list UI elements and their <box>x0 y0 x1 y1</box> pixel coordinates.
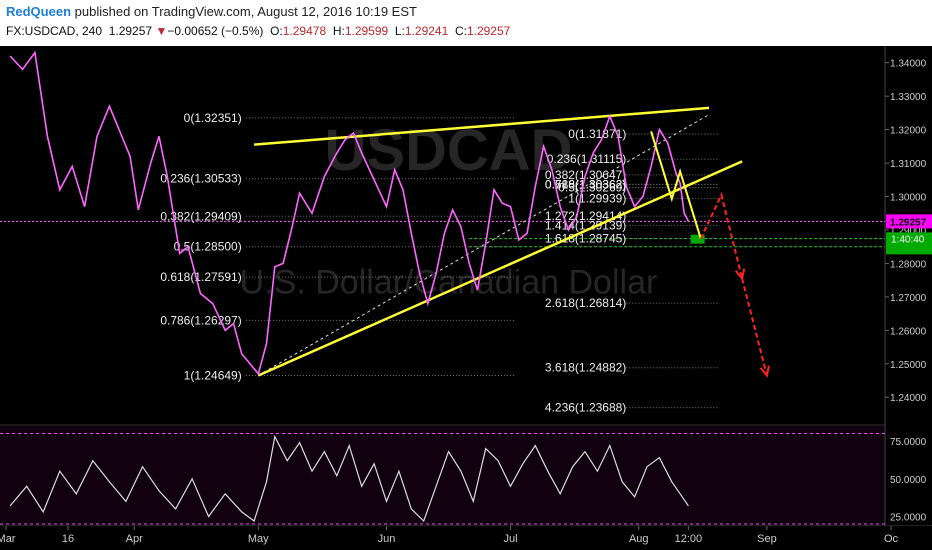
fib-right-label: 0.5(1.30269) <box>558 181 626 195</box>
countdown-badge-label: 1:40:40 <box>891 234 925 245</box>
time-tick-label: Sep <box>757 533 777 545</box>
time-tick-label: 16 <box>62 533 74 545</box>
fib-right-label: 0(1.31871) <box>568 127 626 141</box>
rsi-line <box>9 434 689 523</box>
price-tick-label: 1.29000 <box>890 226 927 237</box>
price-tick-label: 1.33000 <box>890 92 927 103</box>
fib-right-label: 1.618(1.28745) <box>545 232 626 246</box>
fib-right-label: 2.618(1.26814) <box>545 296 626 310</box>
trendline-lower-support <box>257 160 743 377</box>
forecast-arrow-head <box>759 365 770 378</box>
price-tick-label: 1.24000 <box>890 393 927 404</box>
price-chart[interactable]: USDCAD U.S. Dollar/Canadian Dollar 0(1.323… <box>0 46 932 550</box>
low-label: L: <box>394 24 405 38</box>
low-value: 1.29241 <box>404 24 449 38</box>
fib-left-label: 1(1.24649) <box>184 369 242 383</box>
time-tick-label: May <box>248 533 269 545</box>
high-label: H: <box>332 24 345 38</box>
time-tick-label: Mar <box>0 533 16 545</box>
forecast-arrow-head <box>734 268 746 281</box>
price-tick-label: 1.26000 <box>890 326 927 337</box>
time-tick-label: Jul <box>504 533 518 545</box>
last-price: 1.29257 <box>108 24 153 38</box>
time-tick-label: Apr <box>126 533 143 545</box>
price-tick-label: 1.27000 <box>890 293 927 304</box>
rsi-tick-label: 50.0000 <box>890 475 927 486</box>
fib-right-label: 0.786(1.30362) <box>545 177 626 191</box>
high-value: 1.29599 <box>344 24 389 38</box>
close-label: C: <box>454 24 467 38</box>
price-tick-label: 1.30000 <box>890 193 927 204</box>
forecast-arrow <box>699 191 744 279</box>
forecast-arrow <box>741 278 768 376</box>
ohlc-line: FX:USDCAD, 240 1.29257 ▼−0.00652 (−0.5%)… <box>6 24 510 38</box>
change-down-icon: ▼ <box>155 24 168 38</box>
time-tick-label: Oc <box>884 533 899 545</box>
time-axis <box>0 526 932 550</box>
fib-right-label: 3.618(1.24882) <box>545 361 626 375</box>
trendline-inner-channel <box>258 114 710 376</box>
chart-header: RedQueen published on TradingView.com, A… <box>0 0 932 46</box>
close-value: 1.29257 <box>466 24 511 38</box>
price-tick-label: 1.28000 <box>890 259 927 270</box>
fib-left-label: 0.5(1.28500) <box>174 240 242 254</box>
fib-right-label: 0.236(1.31115) <box>547 152 627 166</box>
rsi-tick-label: 25.0000 <box>890 512 927 523</box>
last-price-badge <box>886 214 932 229</box>
fib-left-label: 0.236(1.30533) <box>160 172 241 186</box>
price-tick-label: 1.32000 <box>890 126 927 137</box>
time-tick-label: 12:00 <box>675 533 703 545</box>
fib-right-label: 1(1.29939) <box>568 192 626 206</box>
fib-left-label: 0(1.32351) <box>184 111 242 125</box>
last-price-badge-label: 1.29257 <box>890 217 927 228</box>
price-series-line <box>9 50 690 376</box>
price-tick-label: 1.25000 <box>890 360 927 371</box>
fib-left-label: 0.382(1.29409) <box>160 209 241 223</box>
price-tick-label: 1.34000 <box>890 59 927 70</box>
rsi-pane <box>0 426 885 524</box>
symbol-label[interactable]: FX:USDCAD, 240 <box>6 24 103 38</box>
projection-path <box>650 131 702 239</box>
publish-text: published on TradingView.com, August 12,… <box>74 4 417 19</box>
fib-left-label: 0.786(1.26297) <box>160 313 241 327</box>
author-link[interactable]: RedQueen <box>6 4 72 19</box>
rsi-tick-label: 75.0000 <box>890 437 927 448</box>
countdown-badge <box>886 232 932 255</box>
time-tick-label: Aug <box>629 533 649 545</box>
fib-right-label: 0.618(1.30362) <box>545 177 626 191</box>
change-value: −0.00652 (−0.5%) <box>167 24 264 38</box>
open-value: 1.29478 <box>282 24 327 38</box>
watermark-symbol: USDCAD <box>324 118 572 183</box>
time-tick-label: Jun <box>378 533 396 545</box>
target-marker <box>690 234 705 244</box>
open-label: O: <box>270 24 283 38</box>
watermark-name: U.S. Dollar/Canadian Dollar <box>240 264 658 302</box>
fib-right-label: 4.236(1.23688) <box>545 401 626 415</box>
fib-left-label: 0.618(1.27591) <box>160 270 241 284</box>
trendline-upper-resistance <box>254 106 710 146</box>
publish-line: RedQueen published on TradingView.com, A… <box>6 4 417 19</box>
price-tick-label: 1.31000 <box>890 159 927 170</box>
